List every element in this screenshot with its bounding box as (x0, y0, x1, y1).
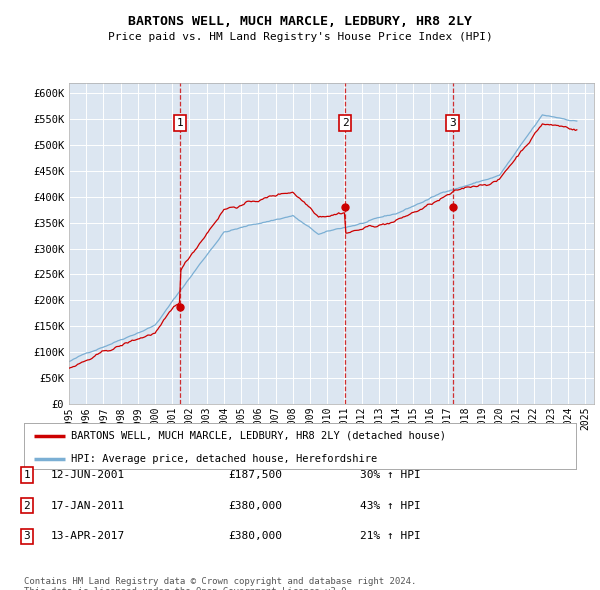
Text: 2: 2 (342, 118, 349, 128)
Text: £187,500: £187,500 (228, 470, 282, 480)
Text: 2: 2 (23, 501, 31, 510)
Text: 3: 3 (449, 118, 456, 128)
Text: 3: 3 (23, 532, 31, 541)
Text: Contains HM Land Registry data © Crown copyright and database right 2024.
This d: Contains HM Land Registry data © Crown c… (24, 577, 416, 590)
Text: 30% ↑ HPI: 30% ↑ HPI (360, 470, 421, 480)
Text: 1: 1 (23, 470, 31, 480)
Text: £380,000: £380,000 (228, 501, 282, 510)
Text: BARTONS WELL, MUCH MARCLE, LEDBURY, HR8 2LY: BARTONS WELL, MUCH MARCLE, LEDBURY, HR8 … (128, 15, 472, 28)
Text: HPI: Average price, detached house, Herefordshire: HPI: Average price, detached house, Here… (71, 454, 377, 464)
Text: 1: 1 (176, 118, 183, 128)
Text: 17-JAN-2011: 17-JAN-2011 (51, 501, 125, 510)
Text: 12-JUN-2001: 12-JUN-2001 (51, 470, 125, 480)
Text: 13-APR-2017: 13-APR-2017 (51, 532, 125, 541)
Text: 21% ↑ HPI: 21% ↑ HPI (360, 532, 421, 541)
Text: 43% ↑ HPI: 43% ↑ HPI (360, 501, 421, 510)
Text: Price paid vs. HM Land Registry's House Price Index (HPI): Price paid vs. HM Land Registry's House … (107, 32, 493, 42)
Text: £380,000: £380,000 (228, 532, 282, 541)
Text: BARTONS WELL, MUCH MARCLE, LEDBURY, HR8 2LY (detached house): BARTONS WELL, MUCH MARCLE, LEDBURY, HR8 … (71, 431, 446, 441)
